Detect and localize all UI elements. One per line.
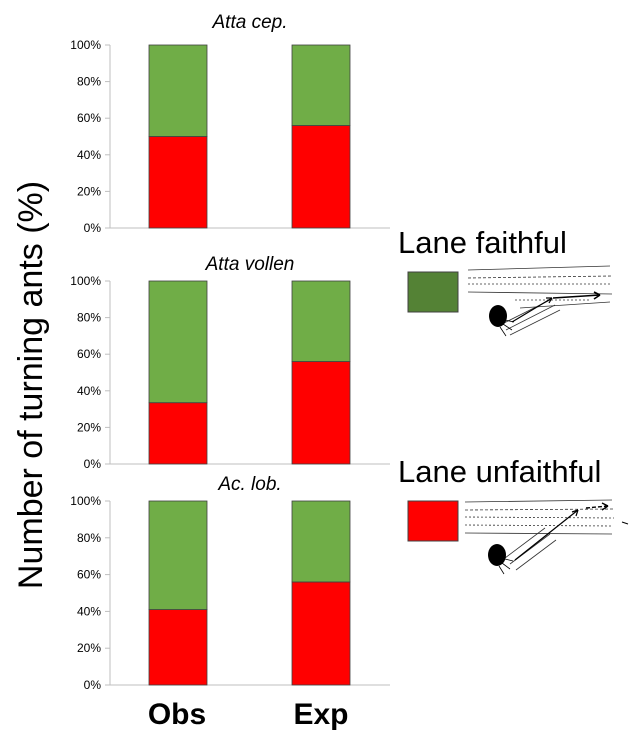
bar-faithful: [291, 44, 351, 126]
y-tick-label: 80%: [77, 311, 101, 325]
x-label-obs: Obs: [148, 698, 206, 730]
y-tick-label: 100%: [70, 38, 101, 52]
y-tick-label: 80%: [77, 75, 101, 89]
legend-faithful-label: Lane faithful: [398, 225, 567, 260]
bar-faithful: [148, 44, 208, 137]
bar-faithful: [148, 280, 208, 404]
y-tick-label: 40%: [77, 604, 101, 618]
y-tick-label: 40%: [77, 148, 101, 162]
y-tick-label: 20%: [77, 641, 101, 655]
bar-faithful: [291, 280, 351, 362]
panel-title: Ac. lob.: [217, 474, 281, 495]
panel-title: Atta cep.: [212, 12, 288, 33]
panels: Atta cep. 0% 20% 40% 60% 80% 100% Atta vollen 0%…: [70, 12, 390, 692]
bar-faithful: [291, 500, 351, 583]
x-label-exp: Exp: [293, 698, 348, 730]
y-tick-label: 60%: [77, 111, 101, 125]
y-tick-label: 40%: [77, 384, 101, 398]
y-axis-label: Number of turning ants (%): [12, 181, 50, 589]
legend-unfaithful: Lane unfaithful: [398, 454, 629, 575]
y-tick-label: 0%: [84, 678, 102, 692]
y-tick-label: 20%: [77, 184, 101, 198]
y-tick-label: 0%: [84, 457, 102, 471]
lane-faithful-diagram-icon: [467, 265, 613, 337]
y-tick-label: 0%: [84, 221, 102, 235]
y-tick-label: 60%: [77, 568, 101, 582]
legend-faithful-swatch: [407, 271, 459, 313]
bar-unfaithful: [148, 609, 208, 686]
lane-unfaithful-diagram-icon: [464, 499, 629, 575]
bar-unfaithful: [291, 361, 351, 465]
legend-unfaithful-label: Lane unfaithful: [398, 454, 601, 489]
legend-unfaithful-swatch: [407, 500, 459, 542]
bar-unfaithful: [291, 581, 351, 686]
bar-unfaithful: [291, 125, 351, 229]
legend-faithful: Lane faithful: [398, 225, 613, 337]
bar-faithful: [148, 500, 208, 610]
bar-unfaithful: [148, 402, 208, 465]
y-tick-label: 100%: [70, 494, 101, 508]
y-tick-label: 80%: [77, 531, 101, 545]
y-tick-label: 60%: [77, 347, 101, 361]
panel-title: Atta vollen: [205, 254, 295, 275]
y-tick-label: 20%: [77, 420, 101, 434]
bar-unfaithful: [148, 136, 208, 229]
y-tick-label: 100%: [70, 274, 101, 288]
